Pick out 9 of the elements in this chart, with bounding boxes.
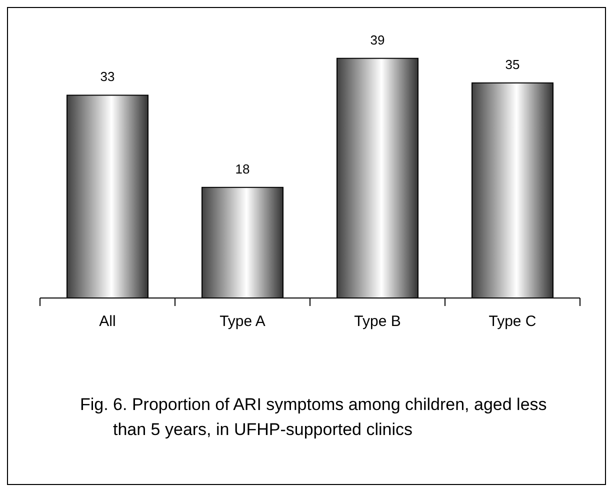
data-label: 33 bbox=[100, 69, 115, 84]
x-tick-label: Type B bbox=[354, 313, 401, 330]
text: Fig. 6. Proportion of ARI symptoms among children, aged less than 5 years, in UFHP-supported clinics bbox=[80, 395, 547, 439]
x-tick-label: All bbox=[99, 313, 116, 330]
data-label: 35 bbox=[505, 56, 520, 72]
x-tick-label: Type C bbox=[488, 313, 536, 330]
data-label: 39 bbox=[370, 32, 385, 48]
x-tick-label: Type A bbox=[220, 313, 266, 330]
data-label: 18 bbox=[235, 161, 250, 176]
